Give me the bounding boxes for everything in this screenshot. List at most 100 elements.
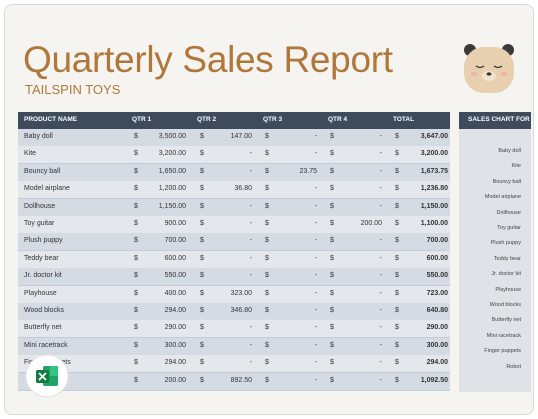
table-row: Kite $3,200.00 $ - $ - $ - $3,200.00 xyxy=(18,146,450,165)
amount-cell: 550.00 xyxy=(164,272,186,280)
amount-cell: - xyxy=(314,185,317,193)
amount-cell: - xyxy=(379,202,382,210)
amount-cell: - xyxy=(379,359,382,367)
total-cell: 640.80 xyxy=(426,307,448,314)
amount-cell: - xyxy=(249,202,252,210)
product-name: Jr. doctor kit xyxy=(24,272,62,280)
amount-cell: - xyxy=(249,272,252,280)
column-header: QTR 3 xyxy=(263,116,283,123)
amount-cell: - xyxy=(314,307,317,314)
amount-cell: - xyxy=(314,237,317,245)
amount-cell: 1,150.00 xyxy=(158,202,186,210)
currency-symbol: $ xyxy=(265,341,269,349)
currency-symbol: $ xyxy=(134,133,138,140)
table-row: Finger puppets$294.00$-$-$-$294.00 xyxy=(18,355,450,374)
total-cell: 3,200.00 xyxy=(420,150,448,158)
currency-symbol: $ xyxy=(395,359,399,367)
amount-cell: 147.00 xyxy=(230,133,252,140)
currency-symbol: $ xyxy=(395,254,399,262)
currency-symbol: $ xyxy=(395,307,399,314)
currency-symbol: $ xyxy=(330,202,334,210)
amount-cell: - xyxy=(314,220,317,227)
column-header: QTR 4 xyxy=(328,116,348,123)
currency-symbol: $ xyxy=(134,254,138,262)
amount-cell: - xyxy=(249,341,252,349)
amount-cell: - xyxy=(314,272,317,280)
currency-symbol: $ xyxy=(330,376,334,384)
chart-labels: Baby doll Kite Bouncy ball Model airplane Do… xyxy=(459,112,521,392)
currency-symbol: $ xyxy=(134,150,138,158)
currency-symbol: $ xyxy=(200,324,204,332)
currency-symbol: $ xyxy=(265,359,269,367)
currency-symbol: $ xyxy=(330,167,334,175)
amount-cell: - xyxy=(379,150,382,158)
amount-cell: - xyxy=(314,202,317,210)
amount-cell: - xyxy=(379,254,382,262)
product-name: Plush puppy xyxy=(24,237,63,245)
total-cell: 294.00 xyxy=(426,359,448,367)
currency-symbol: $ xyxy=(395,185,399,193)
amount-cell: 900.00 xyxy=(164,220,186,227)
table-row: Butterfly net $290.00 $ - $ - $ - $290.00 xyxy=(18,320,450,339)
currency-symbol: $ xyxy=(200,272,204,280)
table-row: $200.00 $892.50 $ - $ - $1,092.50 xyxy=(18,372,450,391)
table-row: Baby doll $3,500.00 $147.00 $ - $ - $3,647.00 xyxy=(18,129,450,147)
amount-cell: 3,500.00 xyxy=(158,133,186,140)
amount-cell: 3,200.00 xyxy=(158,150,186,158)
total-cell: 1,100.00 xyxy=(420,220,448,227)
table-row: Model airplane $1,200.00 $36.80 $ - $ - $1,236.… xyxy=(18,181,450,200)
currency-symbol: $ xyxy=(134,237,138,245)
amount-cell: 200.00 xyxy=(164,376,186,384)
table-row: Jr. doctor kit $550.00 $ - $ - $ - $550.00 xyxy=(18,268,450,287)
amount-cell: - xyxy=(314,376,317,384)
amount-cell: - xyxy=(249,220,252,227)
amount-cell: 323.00 xyxy=(230,289,252,297)
currency-symbol: $ xyxy=(265,272,269,280)
table-row: Plush puppy $700.00 $ - $ - $ - $700.00 xyxy=(18,233,450,252)
currency-symbol: $ xyxy=(395,324,399,332)
currency-symbol: $ xyxy=(265,307,269,314)
product-name: Bouncy ball xyxy=(24,167,61,175)
amount-cell: - xyxy=(379,133,382,140)
currency-symbol: $ xyxy=(134,185,138,193)
product-name: Teddy bear xyxy=(24,254,59,262)
amount-cell: 700.00 xyxy=(164,237,186,245)
chart-label: Model airplane xyxy=(484,194,521,201)
product-name: Mini racetrack xyxy=(24,341,68,349)
currency-symbol: $ xyxy=(134,324,138,332)
chart-label: Plush puppy xyxy=(490,240,521,247)
subtitle: TAILSPIN TOYS xyxy=(25,82,121,97)
currency-symbol: $ xyxy=(200,341,204,349)
chart-label: Dollhouse xyxy=(496,209,521,216)
amount-cell: - xyxy=(249,254,252,262)
total-cell: 723.00 xyxy=(426,289,448,297)
currency-symbol: $ xyxy=(134,359,138,367)
currency-symbol: $ xyxy=(330,272,334,280)
currency-symbol: $ xyxy=(134,167,138,175)
amount-cell: - xyxy=(249,324,252,332)
chart-label: Playhouse xyxy=(495,286,521,293)
currency-symbol: $ xyxy=(395,341,399,349)
currency-symbol: $ xyxy=(265,167,269,175)
amount-cell: 892.50 xyxy=(230,376,252,384)
amount-cell: 36.80 xyxy=(234,185,252,193)
title: Quarterly Sales Report xyxy=(23,39,393,80)
total-cell: 3,647.00 xyxy=(420,133,448,140)
amount-cell: - xyxy=(314,150,317,158)
currency-symbol: $ xyxy=(134,307,138,314)
currency-symbol: $ xyxy=(395,237,399,245)
currency-symbol: $ xyxy=(200,167,204,175)
currency-symbol: $ xyxy=(134,289,138,297)
table-row: Wood blocks $294.00 $346.80 $ - $ - $640.80 xyxy=(18,303,450,321)
currency-symbol: $ xyxy=(330,324,334,332)
chart-label: Toy guitar xyxy=(497,225,521,231)
currency-symbol: $ xyxy=(200,289,204,297)
chart-label: Teddy bear xyxy=(493,255,521,262)
currency-symbol: $ xyxy=(265,150,269,158)
currency-symbol: $ xyxy=(265,254,269,262)
currency-symbol: $ xyxy=(200,202,204,210)
total-cell: 1,236.80 xyxy=(420,185,448,193)
currency-symbol: $ xyxy=(134,376,138,384)
chart-label: Butterfly net xyxy=(491,317,521,324)
currency-symbol: $ xyxy=(265,324,269,332)
